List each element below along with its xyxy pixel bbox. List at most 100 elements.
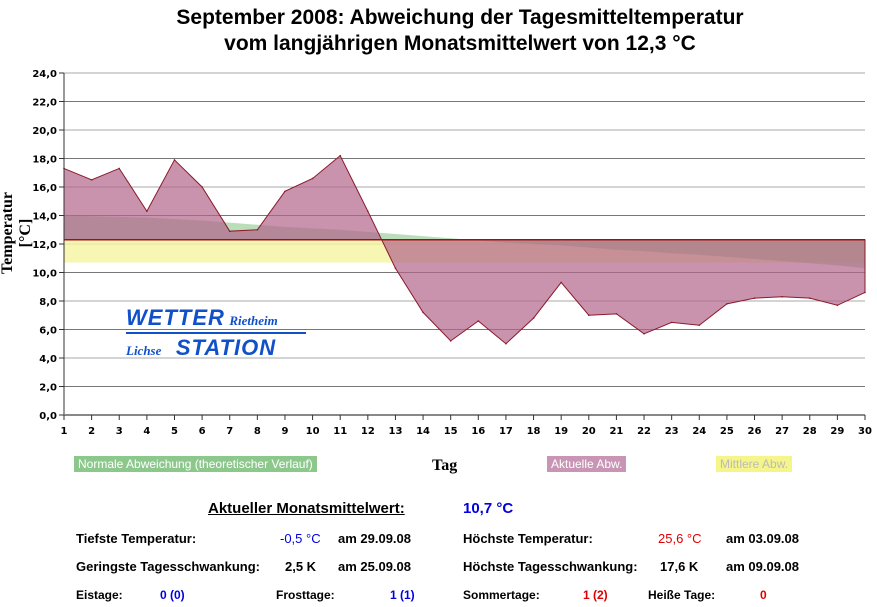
logo-text: Lichse	[126, 343, 162, 358]
x-tick-label: 18	[527, 426, 541, 437]
data-point	[228, 230, 231, 232]
x-tick-label: 23	[665, 426, 679, 437]
y-tick-label: 22,0	[32, 98, 57, 109]
chart-plot: 0,0 2,0 4,0 6,0 8,0 10,0 12,0 14,0 16,0 18,0 20,0 2…	[32, 69, 872, 437]
legend-actual: Aktuelle Abw.	[547, 456, 627, 472]
hot-days-value: 0	[760, 588, 767, 602]
summer-days-label: Sommertage:	[463, 588, 540, 602]
data-point	[118, 167, 121, 170]
legend-mean: Mittlere Abw.	[716, 456, 793, 472]
data-point	[587, 314, 590, 317]
data-point	[808, 297, 811, 299]
data-point	[422, 311, 424, 314]
x-tick-label: 22	[637, 426, 651, 437]
y-tick-label: 10,0	[32, 269, 57, 280]
data-point	[256, 228, 259, 231]
y-tick-label: 8,0	[39, 297, 57, 308]
max-range-label: Höchste Tagesschwankung:	[463, 559, 638, 574]
data-point	[698, 324, 701, 327]
x-tick-label: 19	[554, 426, 568, 437]
data-point	[532, 317, 535, 319]
legend-normal: Normale Abweichung (theoretischer Verlau…	[74, 456, 317, 472]
min-range-label: Geringste Tagesschwankung:	[76, 559, 260, 574]
data-point	[284, 190, 286, 193]
data-point	[367, 210, 369, 213]
data-point	[864, 291, 866, 294]
y-tick-label: 6,0	[39, 326, 57, 337]
x-tick-label: 17	[499, 426, 513, 437]
chart-title: September 2008: Abweichung der Tagesmitt…	[176, 6, 744, 29]
y-tick-label: 0,0	[39, 411, 57, 422]
y-tick-label: 16,0	[32, 183, 57, 194]
y-tick-label: 14,0	[32, 212, 57, 223]
data-point	[836, 304, 839, 307]
max-temp-date: am 03.09.08	[726, 531, 800, 546]
data-point	[201, 186, 203, 188]
data-point	[449, 340, 452, 342]
x-tick-label: 6	[199, 426, 206, 437]
max-temp-value: 25,6 °C	[658, 531, 702, 546]
x-tick-label: 5	[171, 426, 178, 437]
chart-subtitle: vom langjährigen Monatsmittelwert von 12…	[224, 32, 696, 55]
data-point	[505, 342, 507, 345]
summer-days-value: 1 (2)	[583, 588, 608, 602]
max-range-value: 17,6 K	[660, 559, 699, 574]
data-point	[146, 210, 148, 213]
logo-text: Rietheim	[229, 313, 278, 328]
min-range-value: 2,5 K	[285, 559, 317, 574]
hot-days-label: Heiße Tage:	[648, 588, 716, 602]
min-temp-label: Tiefste Temperatur:	[76, 531, 197, 546]
x-axis-label: Tag	[432, 457, 458, 474]
x-tick-label: 3	[116, 426, 123, 437]
data-point	[394, 267, 397, 270]
y-tick-label: 24,0	[32, 69, 57, 80]
x-tick-label: 24	[692, 426, 706, 437]
data-point	[615, 313, 618, 315]
logo: WETTER Rietheim Lichse STATION	[126, 305, 306, 361]
data-point	[753, 297, 756, 299]
y-tick-label: 12,0	[32, 240, 57, 251]
data-point	[173, 159, 176, 161]
min-range-date: am 25.09.08	[338, 559, 412, 574]
x-tick-label: 21	[609, 426, 623, 437]
x-tick-label: 11	[333, 426, 347, 437]
logo-text: STATION	[175, 335, 277, 360]
min-temp-value: -0,5 °C	[280, 531, 321, 546]
x-tick-label: 7	[226, 426, 233, 437]
data-point	[339, 154, 342, 157]
y-tick-label: 18,0	[32, 155, 57, 166]
data-point	[560, 281, 562, 284]
x-tick-label: 29	[830, 426, 844, 437]
x-tick-label: 4	[143, 426, 150, 437]
x-tick-label: 15	[444, 426, 458, 437]
data-point	[477, 320, 480, 322]
max-range-date: am 09.09.08	[726, 559, 800, 574]
logo-text: WETTER	[126, 305, 225, 330]
data-point	[311, 177, 314, 180]
mean-value: 10,7 °C	[463, 500, 514, 517]
x-tick-label: 20	[582, 426, 596, 437]
frost-days-label: Frosttage:	[276, 588, 335, 602]
x-tick-label: 14	[416, 426, 430, 437]
mean-label: Aktueller Monatsmittelwert:	[208, 500, 405, 517]
frost-days-value: 1 (1)	[390, 588, 415, 602]
y-tick-label: 2,0	[39, 383, 57, 394]
x-tick-label: 25	[720, 426, 734, 437]
data-point	[643, 332, 645, 335]
x-tick-label: 16	[471, 426, 485, 437]
x-tick-label: 8	[254, 426, 261, 437]
y-tick-label: 20,0	[32, 126, 57, 137]
max-temp-label: Höchste Temperatur:	[463, 531, 593, 546]
data-point	[670, 321, 673, 324]
data-point	[90, 179, 93, 181]
x-tick-label: 28	[803, 426, 817, 437]
x-tick-label: 1	[61, 426, 68, 437]
x-tick-label: 13	[388, 426, 402, 437]
x-tick-label: 12	[361, 426, 375, 437]
y-tick-label: 4,0	[39, 354, 57, 365]
x-tick-label: 30	[858, 426, 872, 437]
data-point	[726, 303, 728, 305]
x-tick-label: 2	[88, 426, 95, 437]
ice-days-label: Eistage:	[76, 588, 123, 602]
